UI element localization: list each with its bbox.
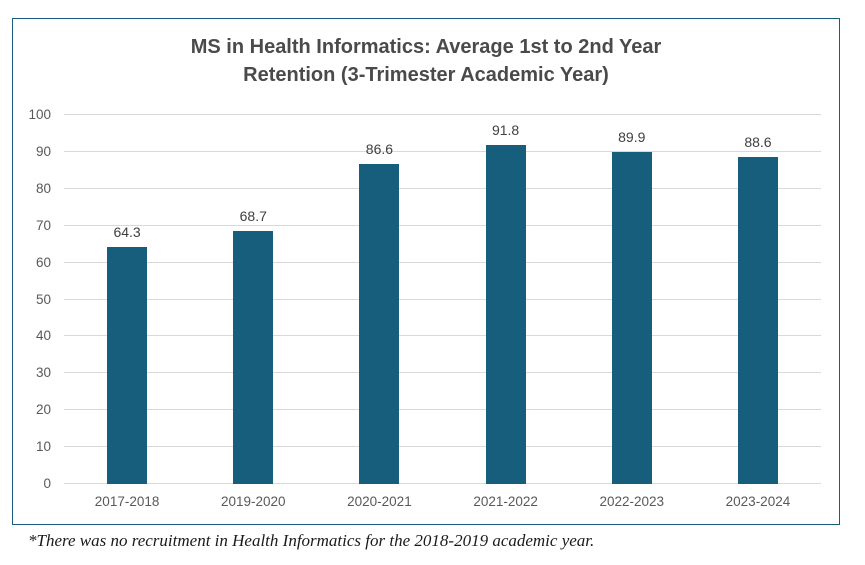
y-tick-label-60: 60 (35, 254, 51, 270)
gridline-0 (64, 483, 821, 484)
y-tick-label-70: 70 (35, 217, 51, 233)
gridline-30 (64, 372, 821, 374)
bar-value-label: 89.9 (618, 129, 646, 146)
bar-value-label: 91.8 (491, 122, 520, 139)
chart-title-line1: MS in Health Informatics: Average 1st to… (190, 36, 662, 58)
gridline-100 (64, 114, 821, 115)
bar-value-label: 86.6 (365, 141, 394, 158)
y-tick-label-90: 90 (35, 143, 51, 159)
bar-value-label: 88.6 (744, 134, 772, 151)
bar-slot: 89.9 (569, 115, 695, 484)
bars: 64.3 68.7 86.6 91.8 89.9 88.6 (64, 115, 821, 484)
plot-area: 0 10 20 30 40 50 60 70 80 90 100 64.3 68.7 86.6 91.8 8… (28, 107, 821, 491)
y-tick-label-30: 30 (35, 365, 51, 381)
bar-2017-2018 (107, 246, 148, 484)
y-tick-label-100: 100 (28, 107, 51, 122)
bar-2019-2020 (233, 230, 274, 484)
y-tick-label-0: 0 (43, 476, 51, 491)
x-axis-label: 2021-2022 (473, 494, 538, 509)
bar-value-label: 64.3 (113, 223, 141, 240)
gridline-10 (64, 446, 821, 448)
chart-frame: MS in Health Informatics: Average 1st to… (12, 18, 840, 525)
y-tick-label-40: 40 (35, 328, 51, 344)
bar-2023-2024 (737, 157, 778, 484)
x-axis-label: 2017-2018 (94, 494, 160, 509)
gridline-90 (64, 150, 821, 152)
gridline-60 (64, 261, 821, 263)
bar-slot: 91.8 (443, 115, 569, 484)
bar-value-label: 68.7 (239, 207, 267, 224)
bar-2020-2021 (359, 164, 400, 484)
gridline-50 (64, 298, 821, 300)
x-axis-label: 2019-2020 (220, 494, 286, 509)
bar-slot: 86.6 (316, 115, 442, 484)
y-tick-label-80: 80 (35, 180, 51, 196)
bar-2021-2022 (485, 145, 526, 484)
y-tick-label-10: 10 (35, 439, 51, 455)
bar-slot: 88.6 (695, 115, 821, 484)
x-axis-label: 2022-2023 (599, 494, 665, 509)
chart-title-line2: Retention (3-Trimester Academic Year) (243, 64, 609, 86)
bar-2022-2023 (611, 152, 652, 484)
gridline-20 (64, 409, 821, 411)
x-axis-labels: 2017-2018 2019-2020 2020-2021 2021-2022 2022… (64, 494, 821, 509)
bar-slot: 64.3 (64, 115, 190, 484)
chart-title: MS in Health Informatics: Average 1st to… (13, 33, 839, 89)
x-axis-label: 2023-2024 (725, 494, 791, 509)
gridline-40 (64, 335, 821, 337)
y-tick-label-50: 50 (35, 291, 51, 307)
x-axis-label: 2020-2021 (347, 494, 412, 509)
gridline-70 (64, 224, 821, 226)
footnote: *There was no recruitment in Health Info… (28, 531, 595, 550)
bar-slot: 68.7 (190, 115, 316, 484)
y-tick-label-20: 20 (35, 402, 51, 418)
gridline-80 (64, 187, 821, 189)
